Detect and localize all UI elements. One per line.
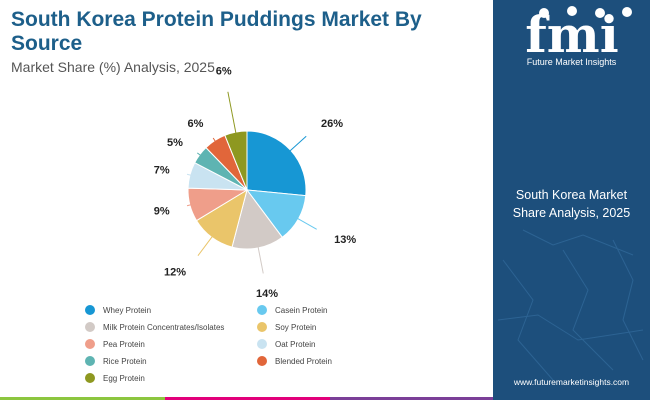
fmi-logo: fmi (525, 5, 632, 64)
pie-chart: 26% 13% 14% 12% 9% 7% 5% 6% 6% (154, 65, 357, 300)
legend-label: Egg Protein (103, 373, 145, 383)
legend-item-blended-protein: Blended Protein (257, 355, 415, 367)
data-label-rice-protein: 5% (167, 137, 183, 149)
chart-title: South Korea Protein Puddings Market By S… (11, 8, 422, 55)
legend-swatch (85, 339, 95, 349)
leader-line-egg-protein (227, 91, 237, 135)
legend-swatch (257, 322, 267, 332)
legend-item-casein-protein: Casein Protein (257, 304, 415, 316)
legend-swatch (85, 322, 95, 332)
leader-line-rice-protein (197, 152, 202, 157)
chart-legend: Whey Protein Casein Protein Milk Protein C… (85, 304, 415, 384)
brand-name: Future Market Insights (526, 57, 617, 67)
leader-line-pea-protein (186, 203, 192, 207)
legend-item-whey-protein: Whey Protein (85, 304, 257, 316)
legend-label: Soy Protein (275, 322, 317, 332)
accent-purple (330, 397, 493, 400)
decorative-lines (497, 229, 644, 381)
accent-blue (493, 397, 650, 400)
pie-slice-whey-protein (246, 130, 307, 197)
leader-line-whey-protein (288, 135, 307, 153)
legend-swatch (85, 356, 95, 366)
legend-item-egg-protein: Egg Protein (85, 372, 257, 384)
accent-green (0, 397, 165, 400)
legend-label: Oat Protein (275, 339, 316, 349)
leader-line-casein-protein (296, 217, 317, 230)
data-label-pea-protein: 9% (154, 205, 170, 217)
pie-slices (187, 130, 307, 250)
data-label-milk-protein-concentrates-isolates: 14% (256, 288, 278, 300)
data-label-egg-protein: 6% (216, 65, 232, 77)
data-label-oat-protein: 7% (154, 165, 170, 177)
website-link[interactable]: www.futuremarketinsights.com (513, 377, 630, 387)
accent-bar (0, 397, 650, 400)
legend-label: Milk Protein Concentrates/Isolates (103, 322, 225, 332)
leader-lines (186, 91, 317, 274)
data-label-blended-protein: 6% (187, 118, 203, 130)
legend-item-oat-protein: Oat Protein (257, 338, 415, 350)
legend-swatch (257, 356, 267, 366)
data-label-soy-protein: 12% (164, 267, 186, 279)
legend-label: Rice Protein (103, 356, 147, 366)
legend-swatch (257, 339, 267, 349)
legend-item-soy-protein: Soy Protein (257, 321, 415, 333)
accent-pink (165, 397, 330, 400)
panel-title: South Korea Market Share Analysis, 2025 (512, 188, 631, 220)
leader-line-soy-protein (197, 235, 214, 257)
data-label-casein-protein: 13% (334, 234, 356, 246)
legend-swatch (85, 373, 95, 383)
legend-item-pea-protein: Pea Protein (85, 338, 257, 350)
legend-label: Casein Protein (275, 305, 328, 315)
legend-label: Blended Protein (275, 356, 332, 366)
legend-item-milk-protein-concentrates-isolates: Milk Protein Concentrates/Isolates (85, 321, 257, 333)
leader-line-blended-protein (212, 137, 217, 143)
data-labels: 26% 13% 14% 12% 9% 7% 5% 6% 6% (154, 65, 357, 300)
legend-item-rice-protein: Rice Protein (85, 355, 257, 367)
brand-panel: fmi Future Market Insights South Korea M… (493, 0, 650, 400)
leader-line-oat-protein (186, 173, 192, 177)
legend-label: Whey Protein (103, 305, 152, 315)
legend-label: Pea Protein (103, 339, 145, 349)
leader-line-milk-protein-concentrates-isolates (257, 245, 264, 274)
data-label-whey-protein: 26% (321, 118, 343, 130)
legend-swatch (257, 305, 267, 315)
legend-swatch (85, 305, 95, 315)
chart-subtitle: Market Share (%) Analysis, 2025 (11, 59, 215, 75)
